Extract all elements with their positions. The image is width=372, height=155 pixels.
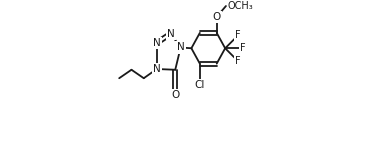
- Text: F: F: [235, 30, 241, 40]
- Text: N: N: [177, 42, 185, 53]
- Text: F: F: [235, 56, 241, 66]
- Text: OCH₃: OCH₃: [227, 1, 253, 11]
- Text: N: N: [153, 38, 161, 48]
- Text: O: O: [171, 90, 179, 100]
- Text: N: N: [167, 29, 174, 39]
- Text: F: F: [240, 43, 246, 53]
- Text: N: N: [153, 64, 161, 74]
- Text: Cl: Cl: [195, 80, 205, 90]
- Text: O: O: [212, 12, 221, 22]
